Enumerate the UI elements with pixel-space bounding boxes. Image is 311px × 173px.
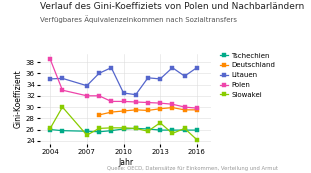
Deutschland [97,114,101,116]
Polen [146,102,150,104]
Slowakei [170,133,174,135]
Polen [122,100,125,102]
Litauen [195,67,199,69]
Tschechien [85,130,89,132]
Litauen [183,75,187,77]
Litauen [61,77,64,79]
Line: Tschechien: Tschechien [49,127,198,133]
Tschechien [170,129,174,131]
Tschechien [183,129,187,131]
Text: Verfügbares Äquivalenzeinkommen nach Sozialtransfers: Verfügbares Äquivalenzeinkommen nach Soz… [40,16,237,23]
Tschechien [146,128,150,130]
Deutschland [134,109,137,111]
Line: Deutschland: Deutschland [98,106,198,116]
Text: Quelle: OECD, Datensätze für Einkommen, Verteilung und Armut: Quelle: OECD, Datensätze für Einkommen, … [107,166,278,171]
Deutschland [109,111,113,113]
Litauen [158,78,162,80]
Polen [170,103,174,105]
Tschechien [195,129,199,131]
Deutschland [122,110,125,112]
Slowakei [158,122,162,124]
Polen [97,95,101,97]
Deutschland [146,109,150,111]
Legend: Tschechien, Deutschland, Litauen, Polen, Slowakei: Tschechien, Deutschland, Litauen, Polen,… [220,53,275,98]
Polen [61,89,64,91]
Deutschland [170,107,174,109]
Slowakei [61,106,64,108]
Litauen [97,72,101,74]
Tschechien [109,130,113,132]
Deutschland [183,109,187,111]
Litauen [122,92,125,94]
Polen [183,106,187,108]
Slowakei [183,127,187,129]
Deutschland [158,108,162,110]
Y-axis label: Gini-Koeffizient: Gini-Koeffizient [14,69,23,128]
Tschechien [122,128,125,130]
Line: Polen: Polen [49,58,198,110]
Deutschland [195,109,199,111]
Tschechien [61,130,64,132]
Slowakei [122,127,125,129]
Line: Litauen: Litauen [49,66,198,96]
X-axis label: Jahr: Jahr [118,158,133,167]
Tschechien [48,129,52,131]
Slowakei [85,134,89,136]
Litauen [170,67,174,69]
Line: Slowakei: Slowakei [49,106,198,141]
Slowakei [48,127,52,129]
Litauen [146,77,150,79]
Slowakei [146,130,150,132]
Text: Verlauf des Gini-Koeffiziets von Polen und Nachbarländern: Verlauf des Gini-Koeffiziets von Polen u… [40,2,305,11]
Slowakei [134,127,137,129]
Slowakei [195,139,199,141]
Polen [195,107,199,109]
Litauen [85,85,89,87]
Litauen [134,94,137,96]
Tschechien [158,129,162,131]
Litauen [48,78,52,80]
Polen [48,58,52,60]
Tschechien [97,131,101,133]
Polen [134,101,137,103]
Polen [109,100,113,102]
Polen [85,95,89,97]
Polen [158,102,162,104]
Slowakei [109,127,113,129]
Litauen [109,67,113,69]
Slowakei [97,127,101,129]
Tschechien [134,127,137,129]
